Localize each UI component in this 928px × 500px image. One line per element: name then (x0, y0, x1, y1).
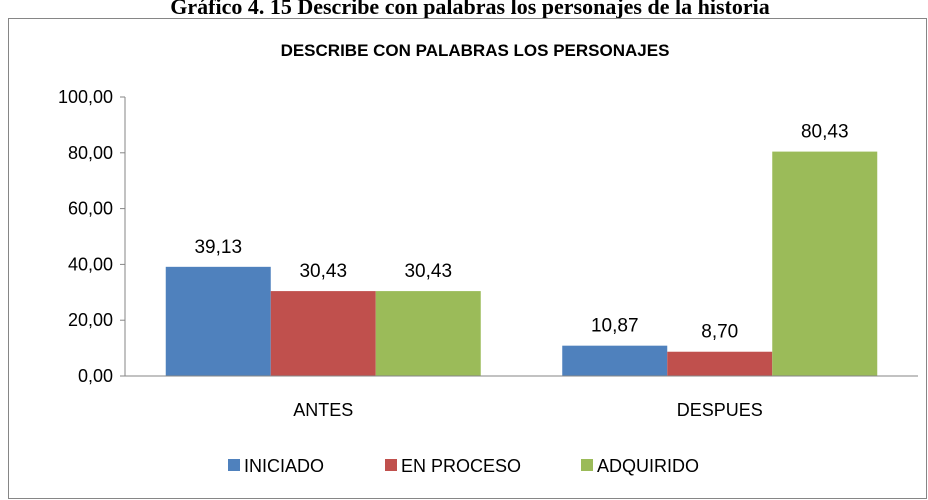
bar (270, 291, 376, 376)
bar (772, 151, 878, 376)
legend-swatch (385, 459, 397, 471)
bar (667, 351, 773, 376)
legend-label: EN PROCESO (401, 456, 521, 476)
caption: Gráfico 4. 15 Describe con palabras los … (170, 0, 769, 19)
x-tick-label: DESPUES (677, 400, 763, 420)
y-tick-label: 80,00 (68, 143, 113, 163)
value-label: 10,87 (591, 316, 639, 337)
x-tick-label: ANTES (293, 400, 353, 420)
legend-label: ADQUIRIDO (597, 456, 699, 476)
legend-swatch (581, 459, 593, 471)
y-tick-label: 0,00 (78, 366, 113, 386)
bar (165, 266, 271, 376)
value-label: 80,43 (801, 122, 849, 143)
chart-title: DESCRIBE CON PALABRAS LOS PERSONAJES (281, 41, 670, 60)
y-tick-label: 20,00 (68, 310, 113, 330)
value-label: 39,13 (194, 237, 242, 258)
y-tick-label: 100,00 (58, 87, 113, 107)
value-label: 30,43 (404, 261, 452, 282)
y-tick-label: 40,00 (68, 254, 113, 274)
legend-label: INICIADO (244, 456, 324, 476)
bar (562, 345, 668, 376)
y-tick-label: 60,00 (68, 199, 113, 219)
bar (375, 291, 481, 376)
legend-swatch (228, 459, 240, 471)
value-label: 8,70 (701, 322, 738, 343)
value-label: 30,43 (299, 261, 347, 282)
